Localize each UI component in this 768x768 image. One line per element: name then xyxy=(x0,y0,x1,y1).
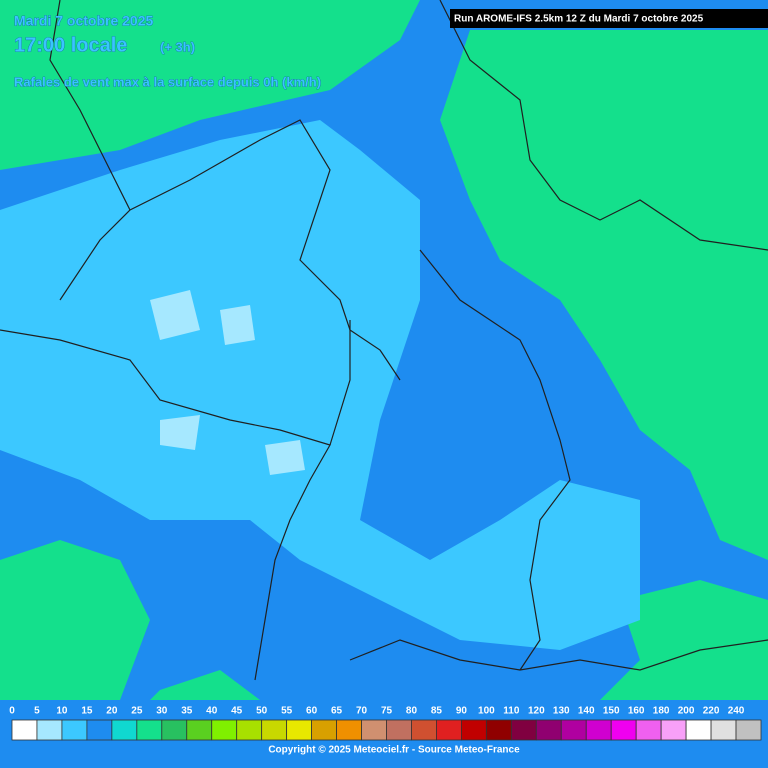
legend-swatch xyxy=(11,719,38,741)
legend-label: 160 xyxy=(628,706,645,717)
legend-label: 65 xyxy=(331,706,343,717)
legend-label: 35 xyxy=(181,706,193,717)
legend-label: 50 xyxy=(256,706,268,717)
legend-label: 110 xyxy=(503,706,520,717)
time: 17:00 locale xyxy=(14,34,127,56)
legend: 0 5 10 15 20 25 30 35 40 45 50 55 60 65 70 75 80 85 90 100 1… xyxy=(9,706,762,741)
wind-zones-light xyxy=(0,120,640,650)
legend-label: 30 xyxy=(156,706,168,717)
offset: (+ 3h) xyxy=(160,39,195,54)
legend-swatch xyxy=(111,719,138,741)
legend-swatch xyxy=(286,719,312,741)
legend-swatch xyxy=(436,719,462,741)
legend-label: 130 xyxy=(553,706,570,717)
run-info: Run AROME-IFS 2.5km 12 Z du Mardi 7 octo… xyxy=(454,14,704,25)
legend-label: 0 xyxy=(9,706,15,717)
legend-swatch xyxy=(460,719,487,741)
legend-swatch xyxy=(36,719,63,741)
legend-swatch xyxy=(86,719,113,741)
legend-label: 15 xyxy=(81,706,93,717)
legend-label: 120 xyxy=(528,706,545,717)
legend-swatch xyxy=(610,719,637,741)
legend-swatch xyxy=(535,719,562,741)
legend-swatch xyxy=(485,719,512,741)
date: Mardi 7 octobre 2025 xyxy=(14,13,153,29)
legend-swatch xyxy=(311,719,337,741)
subtitle: Rafales de vent max à la surface depuis … xyxy=(14,74,321,89)
run-banner xyxy=(450,9,768,28)
legend-label: 80 xyxy=(406,706,418,717)
legend-label: 180 xyxy=(653,706,670,717)
legend-label: 55 xyxy=(281,706,293,717)
legend-swatch xyxy=(560,719,587,741)
legend-swatch xyxy=(236,719,263,741)
legend-swatch xyxy=(735,719,762,741)
legend-label: 140 xyxy=(578,706,595,717)
legend-swatch xyxy=(660,719,687,741)
legend-label: 70 xyxy=(356,706,368,717)
legend-label: 40 xyxy=(206,706,218,717)
legend-swatch xyxy=(361,719,387,741)
legend-label: 220 xyxy=(703,706,720,717)
legend-label: 85 xyxy=(431,706,443,717)
wind-zones-green xyxy=(0,0,768,700)
legend-label: 100 xyxy=(478,706,495,717)
legend-swatch xyxy=(510,719,537,741)
legend-swatch xyxy=(61,719,88,741)
legend-swatch xyxy=(635,719,662,741)
copyright: Copyright © 2025 Meteociel.fr - Source M… xyxy=(268,745,520,756)
legend-label: 10 xyxy=(56,706,68,717)
legend-label: 60 xyxy=(306,706,318,717)
borders xyxy=(0,0,768,681)
legend-label: 200 xyxy=(678,706,695,717)
legend-label: 25 xyxy=(131,706,143,717)
legend-swatch xyxy=(261,719,288,741)
legend-swatch xyxy=(211,719,238,741)
legend-label: 5 xyxy=(34,706,40,717)
wind-zones-pale xyxy=(150,290,305,475)
legend-label: 240 xyxy=(728,706,745,717)
legend-label: 150 xyxy=(603,706,620,717)
legend-swatch xyxy=(186,719,213,741)
legend-swatch xyxy=(386,719,412,741)
legend-swatch xyxy=(685,719,712,741)
legend-label: 20 xyxy=(106,706,118,717)
legend-swatch xyxy=(411,719,437,741)
legend-label: 75 xyxy=(381,706,393,717)
legend-label: 45 xyxy=(231,706,243,717)
legend-swatch xyxy=(136,719,163,741)
legend-label: 90 xyxy=(456,706,468,717)
legend-swatch xyxy=(336,719,362,741)
legend-swatch xyxy=(161,719,188,741)
legend-swatch xyxy=(585,719,612,741)
legend-swatch xyxy=(710,719,737,741)
